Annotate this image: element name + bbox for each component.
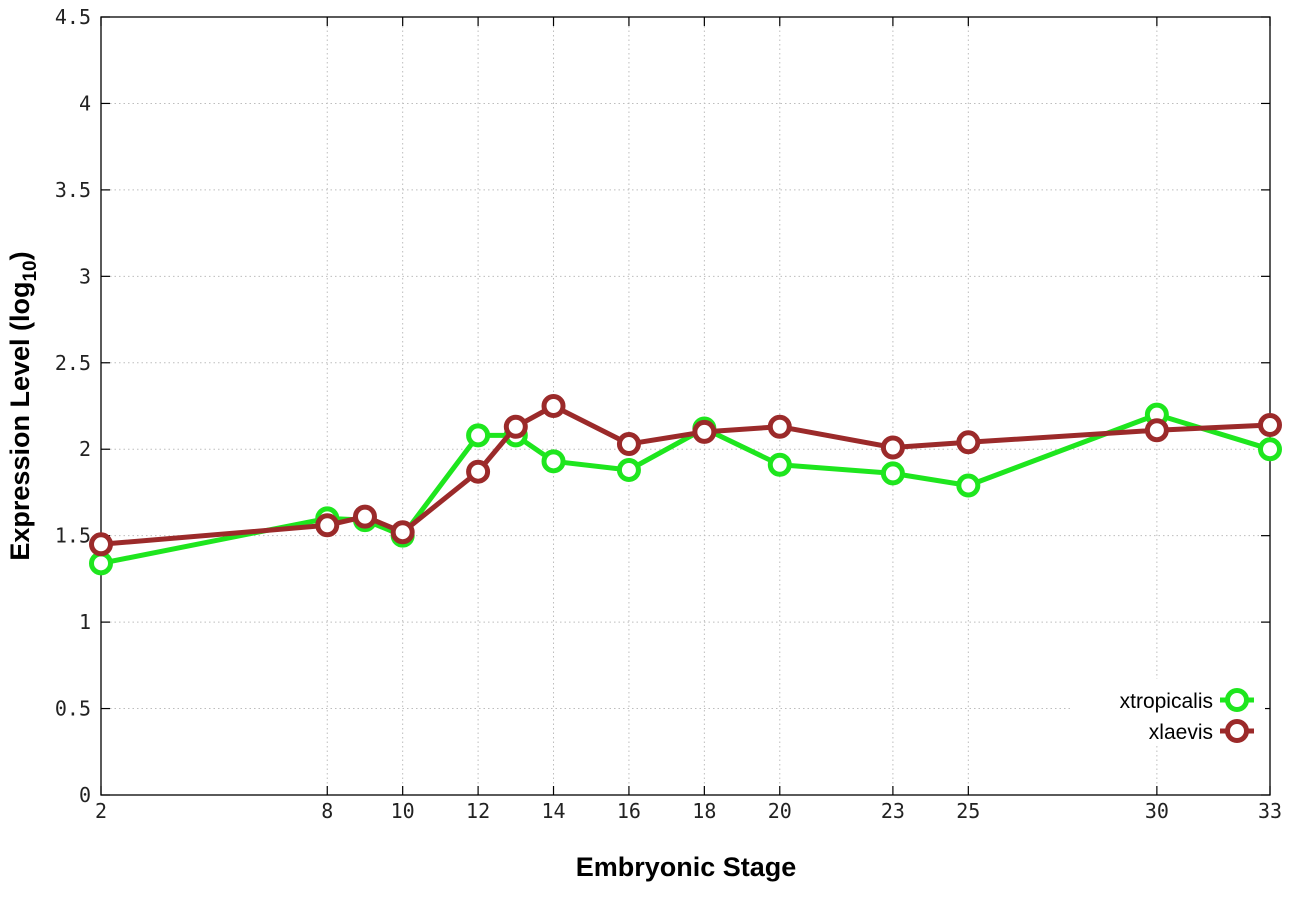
y-axis-title-close: ) <box>5 251 35 260</box>
x-tick-label: 12 <box>466 799 490 823</box>
data-point <box>956 473 981 498</box>
x-tick-label: 23 <box>881 799 905 823</box>
data-point <box>503 414 528 439</box>
data-point <box>880 435 905 460</box>
y-tick-label: 2 <box>79 437 91 461</box>
legend: xtropicalis xlaevis <box>1070 679 1265 745</box>
legend-swatch-marker <box>1225 688 1249 712</box>
y-axis-title-subscript: 10 <box>20 260 41 281</box>
data-point <box>390 520 415 545</box>
data-point <box>315 513 340 538</box>
legend-label: xlaevis <box>1149 721 1213 744</box>
data-point <box>767 452 792 477</box>
y-tick-label: 4 <box>79 91 91 115</box>
y-axis-title: Expression Level (log10) <box>5 251 41 560</box>
y-tick-label: 3 <box>79 264 91 288</box>
data-point <box>767 414 792 439</box>
legend-label: xtropicalis <box>1120 690 1213 713</box>
y-tick-label: 3.5 <box>55 178 91 202</box>
x-axis-title: Embryonic Stage <box>576 852 797 882</box>
data-point <box>89 551 113 576</box>
data-point <box>880 461 905 486</box>
x-tick-label: 14 <box>541 799 565 823</box>
data-point <box>956 430 981 455</box>
data-point <box>89 532 113 557</box>
y-tick-label: 1.5 <box>55 524 91 548</box>
data-point <box>616 432 641 457</box>
series-xlaevis <box>89 394 1282 557</box>
y-tick-label: 1 <box>79 610 91 634</box>
y-tick-label: 2.5 <box>55 351 91 375</box>
y-tick-label: 4.5 <box>55 5 91 29</box>
legend-swatch-marker <box>1225 719 1249 743</box>
data-point <box>692 419 717 444</box>
data-point <box>466 423 491 448</box>
data-point <box>1258 413 1282 438</box>
data-point <box>541 394 566 418</box>
data-point <box>616 457 641 482</box>
axis-ticks: 0 0.5 1 1.5 2 2.5 3 3.5 4 4.5 2 8 10 12 14 16 18 20 23 25 30… <box>55 5 1282 823</box>
data-point <box>1144 418 1169 443</box>
x-tick-label: 8 <box>321 799 333 823</box>
grid <box>101 17 1270 795</box>
x-tick-label: 20 <box>768 799 792 823</box>
data-point <box>1258 437 1282 462</box>
data-point <box>541 449 566 474</box>
data-point <box>352 504 377 529</box>
data-point <box>466 459 491 484</box>
x-tick-label: 25 <box>956 799 980 823</box>
series-layer <box>89 394 1282 576</box>
x-tick-label: 18 <box>692 799 716 823</box>
x-tick-label: 30 <box>1145 799 1169 823</box>
y-tick-label: 0 <box>79 783 91 807</box>
y-axis-title-main: Expression Level (log <box>5 282 35 561</box>
x-tick-label: 16 <box>617 799 641 823</box>
plot-frame <box>100 16 1271 796</box>
x-tick-label: 2 <box>95 799 107 823</box>
x-tick-label: 33 <box>1258 799 1282 823</box>
y-tick-label: 0.5 <box>55 697 91 721</box>
x-tick-label: 10 <box>391 799 415 823</box>
